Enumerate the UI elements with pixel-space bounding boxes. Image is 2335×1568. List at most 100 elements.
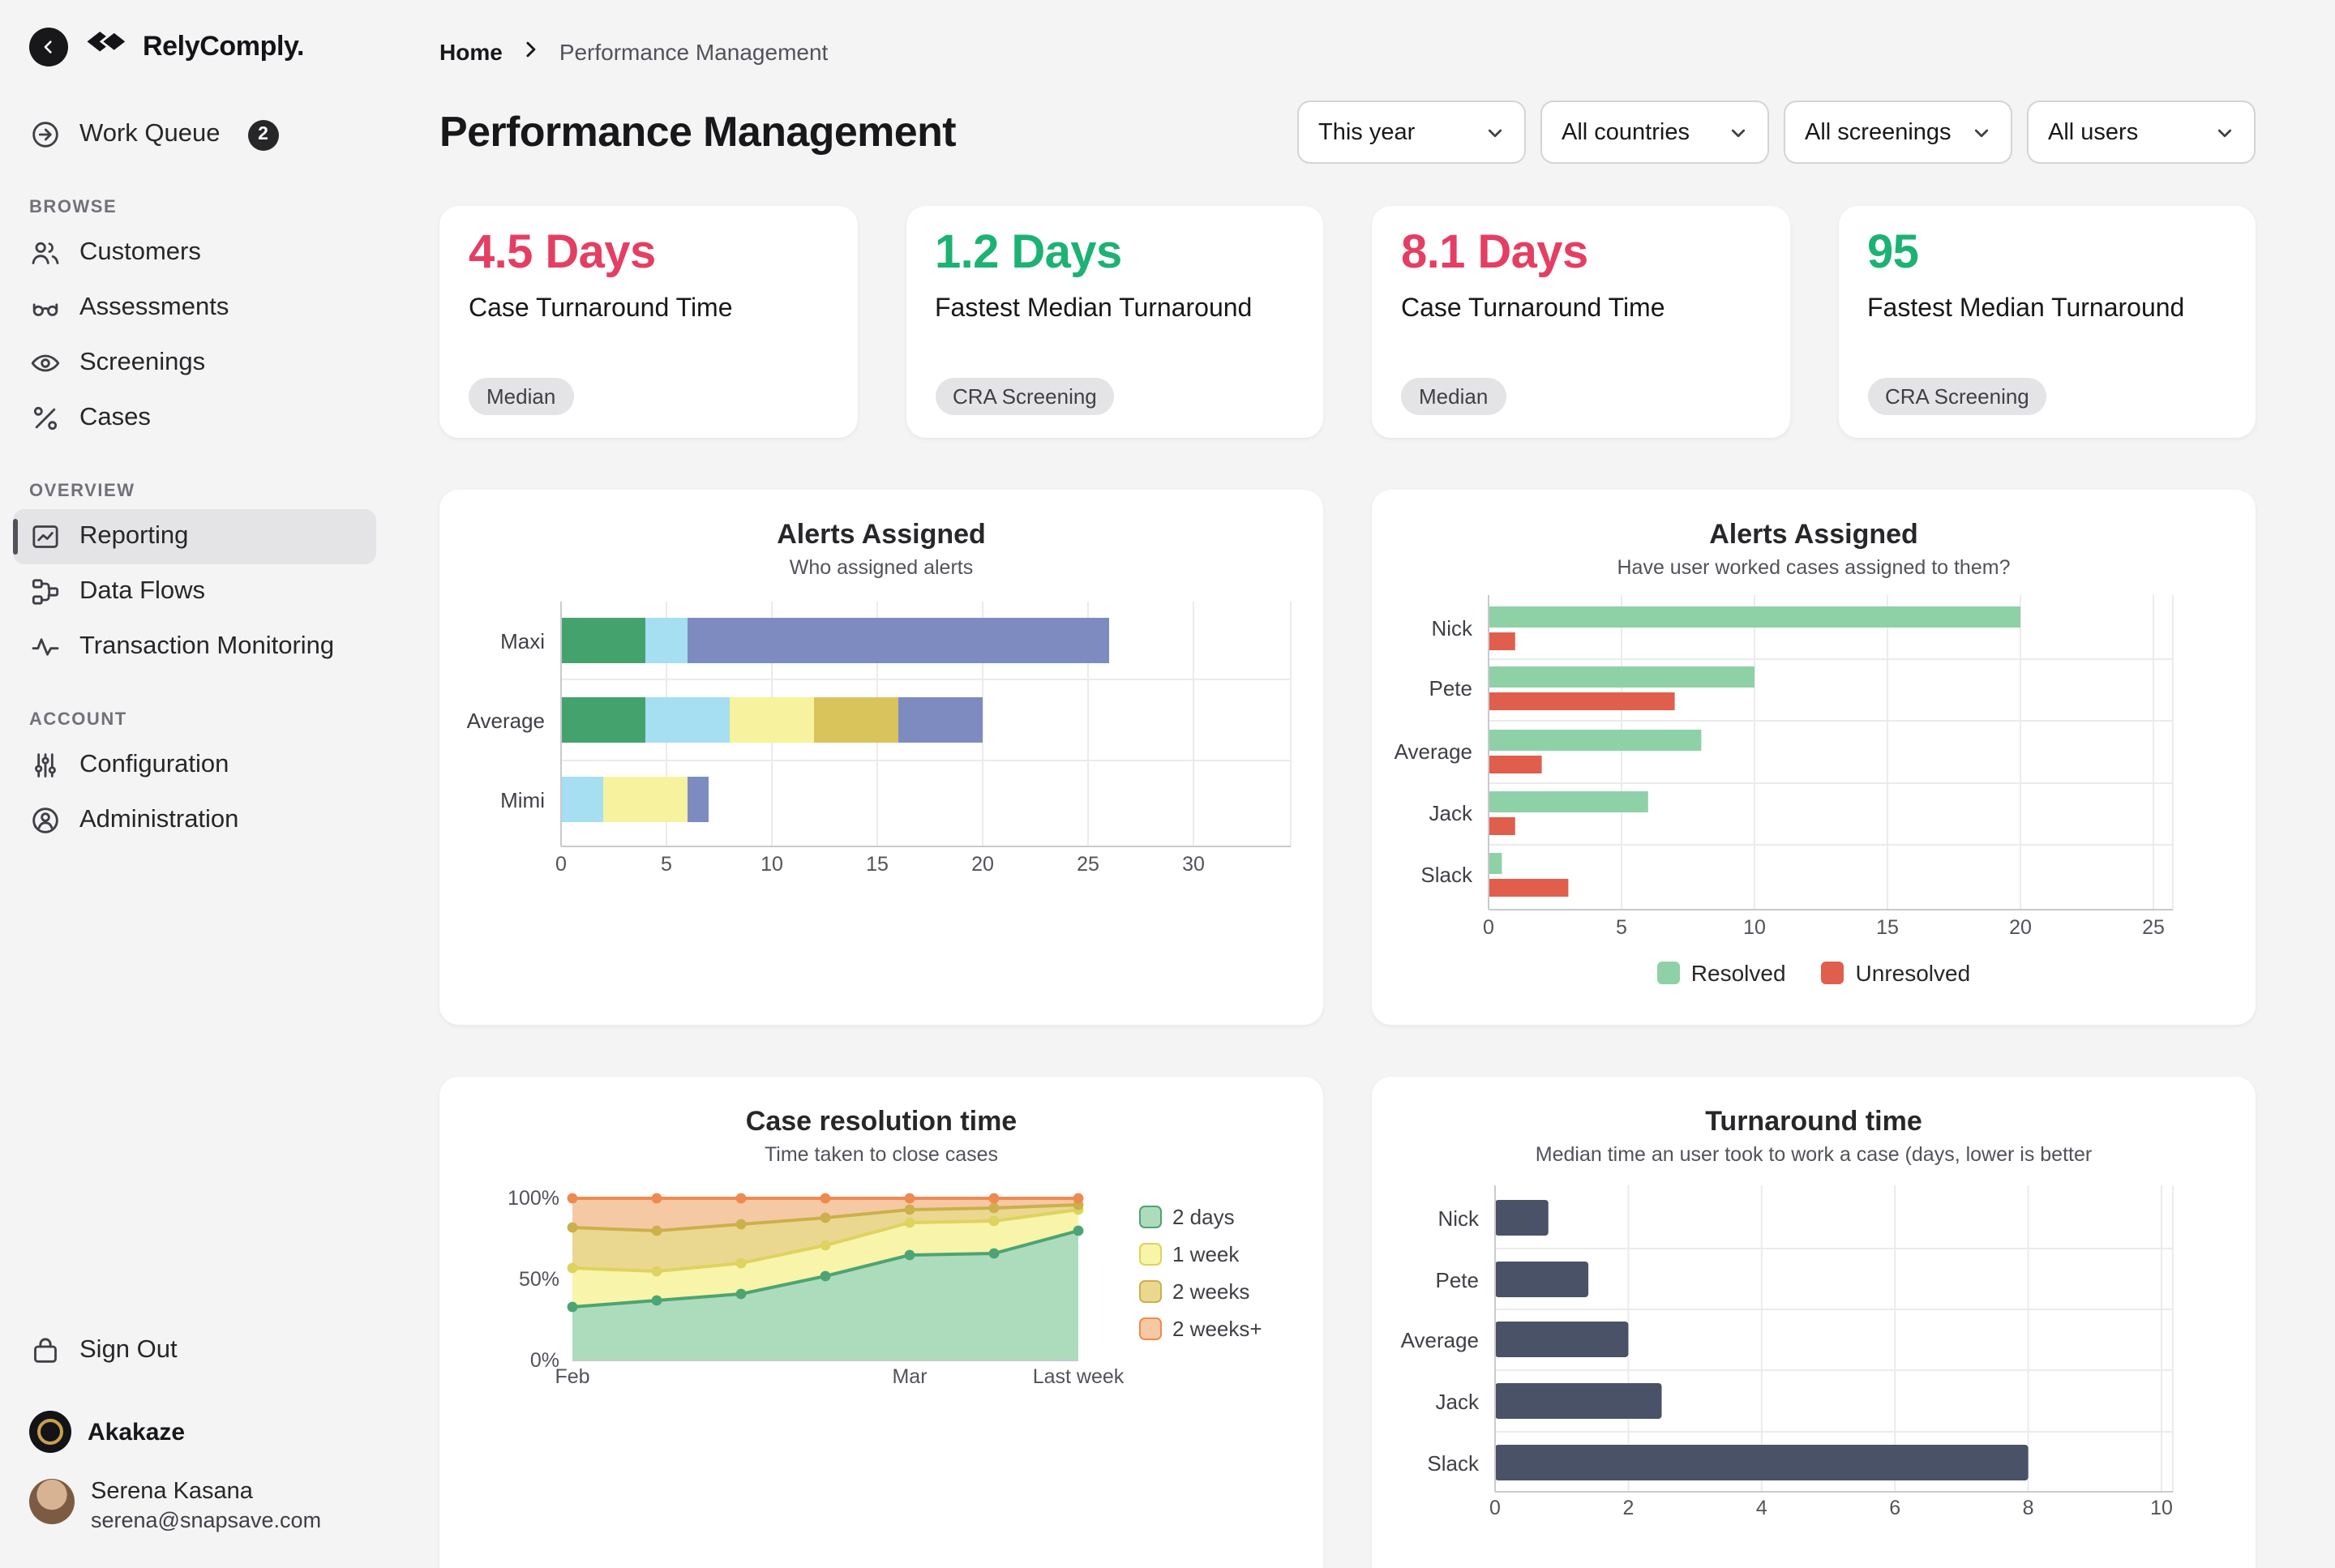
sidebar-item-screenings[interactable]: Screenings (13, 336, 376, 391)
svg-text:Pete: Pete (1436, 1268, 1480, 1292)
svg-text:Mimi: Mimi (500, 788, 545, 812)
user-email: serena@snapsave.com (91, 1508, 322, 1532)
user-avatar (29, 1479, 75, 1524)
svg-text:10: 10 (760, 853, 783, 876)
chevron-down-icon (1488, 128, 1502, 137)
nav-label: Screenings (79, 349, 206, 376)
page-title: Performance Management (439, 107, 957, 156)
sign-out-button[interactable]: Sign Out (13, 1323, 376, 1378)
brand-name: RelyComply. (143, 31, 305, 62)
stat-badge: Median (1401, 378, 1506, 415)
chevron-down-icon (2217, 128, 2232, 137)
nav-label: Configuration (79, 751, 229, 778)
breadcrumb-home[interactable]: Home (439, 39, 503, 65)
svg-text:Feb: Feb (555, 1365, 589, 1388)
svg-text:5: 5 (1616, 916, 1627, 939)
nav-label: Reporting (79, 522, 189, 550)
user-profile[interactable]: Serena Kasana serena@snapsave.com (13, 1469, 376, 1542)
svg-text:1 week: 1 week (1172, 1242, 1240, 1266)
svg-text:Last week: Last week (1033, 1365, 1125, 1388)
svg-text:0%: 0% (530, 1349, 559, 1372)
filter-bar: This year All countries All screenings A… (1297, 101, 2256, 164)
stat-cards: 4.5 Days Case Turnaround Time Median 1.2… (439, 206, 2256, 438)
svg-text:2 days: 2 days (1172, 1205, 1235, 1229)
grouped-bar-chart: Nick Pete Average Jack Slack 0 5 10 15 20 25 (1395, 595, 2174, 939)
svg-text:6: 6 (1889, 1497, 1900, 1519)
nav-label: Cases (79, 404, 151, 431)
legend-swatch (1656, 962, 1680, 984)
svg-text:2 weeks: 2 weeks (1172, 1279, 1249, 1304)
nav-label: Administration (79, 806, 239, 833)
sidebar-item-work-queue[interactable]: Work Queue 2 (13, 107, 376, 162)
svg-text:5: 5 (661, 853, 672, 876)
org-switcher[interactable]: Akakaze (13, 1401, 376, 1463)
cases-icon (29, 402, 62, 435)
chart-title: Turnaround time (1705, 1106, 1922, 1137)
svg-text:15: 15 (1876, 916, 1899, 939)
title-row: Performance Management This year All cou… (439, 101, 2256, 164)
work-queue-badge: 2 (247, 119, 279, 150)
filter-screenings[interactable]: All screenings (1784, 101, 2012, 164)
svg-text:25: 25 (1077, 853, 1099, 876)
svg-text:0: 0 (1483, 916, 1494, 939)
svg-text:Pete: Pete (1429, 676, 1473, 700)
nav-label: Customers (79, 238, 201, 266)
svg-text:100%: 100% (508, 1187, 559, 1210)
svg-text:Slack: Slack (1427, 1451, 1480, 1476)
chevron-right-icon (521, 39, 542, 65)
sidebar-item-administration[interactable]: Administration (13, 793, 376, 848)
chart-title: Case resolution time (745, 1106, 1018, 1137)
configuration-icon (29, 749, 62, 782)
filter-users-value: All users (2048, 119, 2139, 145)
section-heading-browse: BROWSE (29, 198, 118, 217)
screenings-icon (29, 347, 62, 379)
sidebar-item-transaction-monitoring[interactable]: Transaction Monitoring (13, 619, 376, 675)
back-button[interactable] (29, 28, 68, 66)
sidebar-footer: Sign Out Akakaze Serena Kasana serena@sn… (13, 1323, 376, 1542)
sidebar-item-data-flows[interactable]: Data Flows (13, 564, 376, 619)
filter-period-value: This year (1318, 119, 1416, 145)
filter-countries[interactable]: All countries (1540, 101, 1769, 164)
sidebar-item-reporting[interactable]: Reporting (13, 509, 376, 564)
svg-text:4: 4 (1756, 1497, 1767, 1519)
chart-card-case-resolution-time: Case resolution time Time taken to close… (439, 1077, 1323, 1568)
sidebar-item-configuration[interactable]: Configuration (13, 738, 376, 793)
svg-text:Mar: Mar (892, 1365, 927, 1388)
customers-icon (29, 237, 62, 269)
svg-text:10: 10 (1743, 916, 1766, 939)
svg-text:Average: Average (1395, 739, 1472, 764)
breadcrumb: Home Performance Management (439, 32, 2256, 71)
section-heading-account: ACCOUNT (29, 710, 127, 730)
filter-users[interactable]: All users (2027, 101, 2256, 164)
svg-text:20: 20 (971, 853, 994, 876)
stat-value: 8.1 Days (1401, 227, 1588, 279)
chart-title: Alerts Assigned (777, 519, 986, 550)
relycomply-logo-icon (83, 26, 131, 68)
sign-out-icon (29, 1335, 62, 1367)
chart-subtitle: Median time an user took to work a case … (1535, 1143, 2093, 1166)
sidebar-item-assessments[interactable]: Assessments (13, 281, 376, 336)
sidebar-item-customers[interactable]: Customers (13, 225, 376, 281)
stat-badge: CRA Screening (935, 378, 1115, 415)
stat-label: Fastest Median Turnaround (1867, 294, 2185, 323)
svg-text:8: 8 (2023, 1497, 2034, 1519)
main-content: Home Performance Management Performance … (389, 0, 2335, 1568)
chart-card-turnaround-time: Turnaround time Median time an user took… (1372, 1077, 2256, 1568)
stacked-area-chart: 0% 50% 100% Feb Mar Last week 2 days 1 week 2 we… (508, 1187, 1262, 1388)
sidebar-item-cases[interactable]: Cases (13, 391, 376, 446)
data-flows-icon (29, 576, 62, 608)
svg-text:2: 2 (1622, 1497, 1634, 1519)
chart-title: Alerts Assigned (1709, 519, 1918, 550)
chart-subtitle: Have user worked cases assigned to them? (1617, 556, 2011, 579)
legend-item: Unresolved (1821, 960, 1970, 986)
svg-text:30: 30 (1182, 853, 1205, 876)
org-avatar (29, 1411, 71, 1453)
work-queue-icon (29, 118, 62, 151)
filter-period[interactable]: This year (1297, 101, 1526, 164)
stat-card-fastest-median-2: 95 Fastest Median Turnaround CRA Screeni… (1838, 206, 2256, 438)
sidebar-header: RelyComply. (13, 23, 376, 68)
stat-value: 1.2 Days (935, 227, 1122, 279)
stat-value: 4.5 Days (469, 227, 656, 279)
work-queue-label: Work Queue (79, 120, 221, 148)
